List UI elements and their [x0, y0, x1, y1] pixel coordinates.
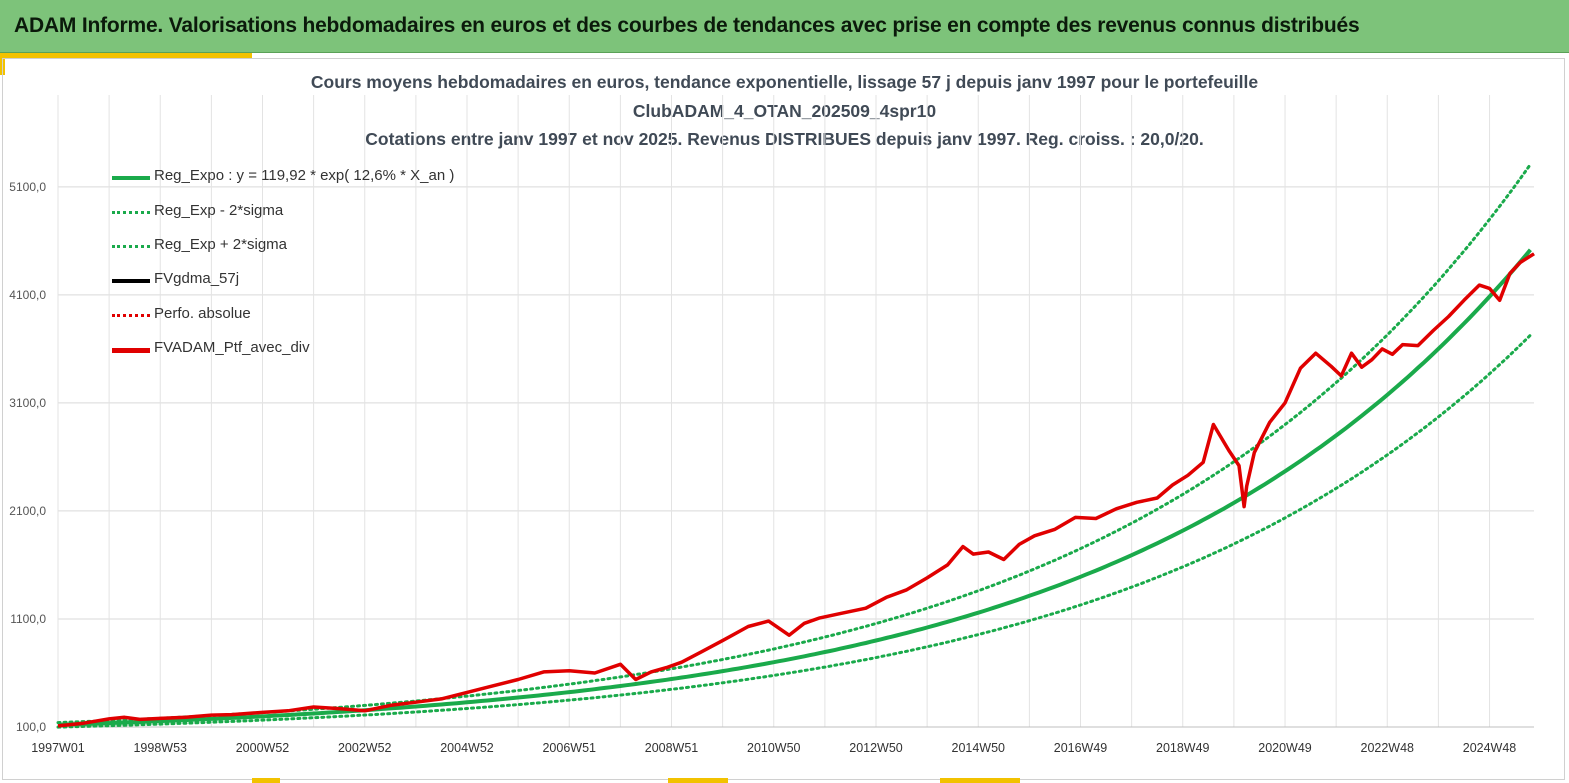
- chart-title-line-1: Cours moyens hebdomadaires en euros, ten…: [310, 72, 1259, 92]
- x-tick-label: 2012W50: [849, 741, 903, 755]
- x-tick-label: 2024W48: [1463, 741, 1517, 755]
- y-tick-label: 5100,0: [9, 180, 46, 194]
- x-tick-label: 2010W50: [747, 741, 801, 755]
- legend-swatch-reg-minus: [112, 211, 150, 214]
- legend-label-fvadam: FVADAM_Ptf_avec_div: [154, 339, 310, 356]
- y-tick-label: 2100,0: [9, 504, 46, 518]
- y-tick-label: 3100,0: [9, 396, 46, 410]
- fvadam-ptf-line: [57, 252, 1535, 728]
- bottom-accent-1: [252, 778, 280, 783]
- x-tick-label: 2002W52: [338, 741, 392, 755]
- legend-label-reg-minus: Reg_Exp - 2*sigma: [154, 202, 284, 219]
- chart-title-line-3: Cotations entre janv 1997 et nov 2025. R…: [365, 129, 1204, 149]
- x-tick-label: 2022W48: [1361, 741, 1415, 755]
- fvgdma-57j-line: [57, 252, 1535, 727]
- x-tick-label: 2000W52: [236, 741, 290, 755]
- legend-label-reg-expo: Reg_Expo : y = 119,92 * exp( 12,6% * X_a…: [154, 167, 455, 184]
- legend-label-perfo: Perfo. absolue: [154, 305, 251, 322]
- legend-swatch-fvadam: [112, 348, 150, 353]
- x-tick-label: 2018W49: [1156, 741, 1210, 755]
- legend-label-reg-plus: Reg_Exp + 2*sigma: [154, 236, 287, 253]
- x-tick-label: 2014W50: [952, 741, 1006, 755]
- accent-bar: [0, 53, 252, 58]
- y-tick-label: 4100,0: [9, 288, 46, 302]
- chart-title-line-2: ClubADAM_4_OTAN_202509_4spr10: [632, 101, 937, 121]
- x-tick-label: 2020W49: [1258, 741, 1312, 755]
- legend-swatch-reg-expo: [112, 176, 150, 180]
- chart-frame: [2, 58, 1565, 780]
- bottom-accent-3: [940, 778, 1020, 783]
- x-tick-label: 2008W51: [645, 741, 699, 755]
- legend-swatch-fvgdma: [112, 279, 150, 283]
- legend-swatch-perfo: [112, 314, 150, 317]
- x-tick-label: 2004W52: [440, 741, 494, 755]
- legend-swatch-reg-plus: [112, 245, 150, 248]
- x-tick-label: 2016W49: [1054, 741, 1108, 755]
- report-title: ADAM Informe. Valorisations hebdomadaire…: [14, 14, 1360, 37]
- report-banner: ADAM Informe. Valorisations hebdomadaire…: [0, 0, 1569, 53]
- reg-expo-line: [57, 248, 1532, 727]
- x-tick-label: 1997W01: [31, 741, 85, 755]
- legend-label-fvgdma: FVgdma_57j: [154, 270, 240, 287]
- y-tick-label: 100,0: [16, 720, 46, 734]
- bottom-accent-2: [668, 778, 728, 783]
- x-tick-label: 1998W53: [133, 741, 187, 755]
- y-tick-label: 1100,0: [10, 612, 46, 626]
- x-tick-label: 2006W51: [542, 741, 596, 755]
- reg-minus-2sigma-line: [56, 333, 1532, 729]
